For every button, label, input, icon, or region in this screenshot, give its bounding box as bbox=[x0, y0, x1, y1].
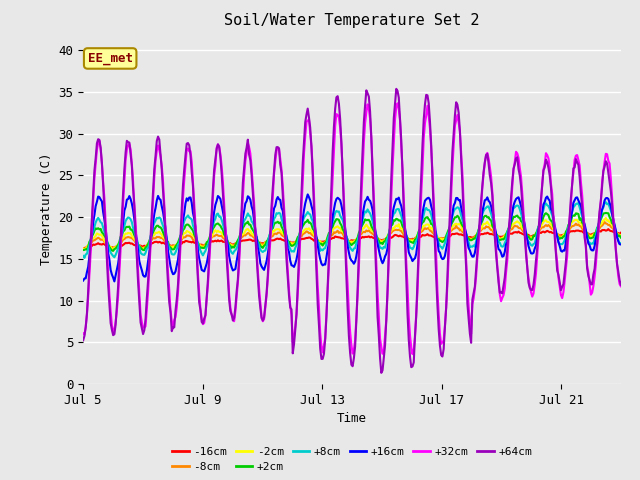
Title: Soil/Water Temperature Set 2: Soil/Water Temperature Set 2 bbox=[224, 13, 480, 28]
Legend: -16cm, -8cm, -2cm, +2cm, +8cm, +16cm, +32cm, +64cm: -16cm, -8cm, -2cm, +2cm, +8cm, +16cm, +3… bbox=[168, 442, 536, 477]
Y-axis label: Temperature (C): Temperature (C) bbox=[40, 153, 53, 265]
X-axis label: Time: Time bbox=[337, 412, 367, 425]
Text: EE_met: EE_met bbox=[88, 52, 132, 65]
